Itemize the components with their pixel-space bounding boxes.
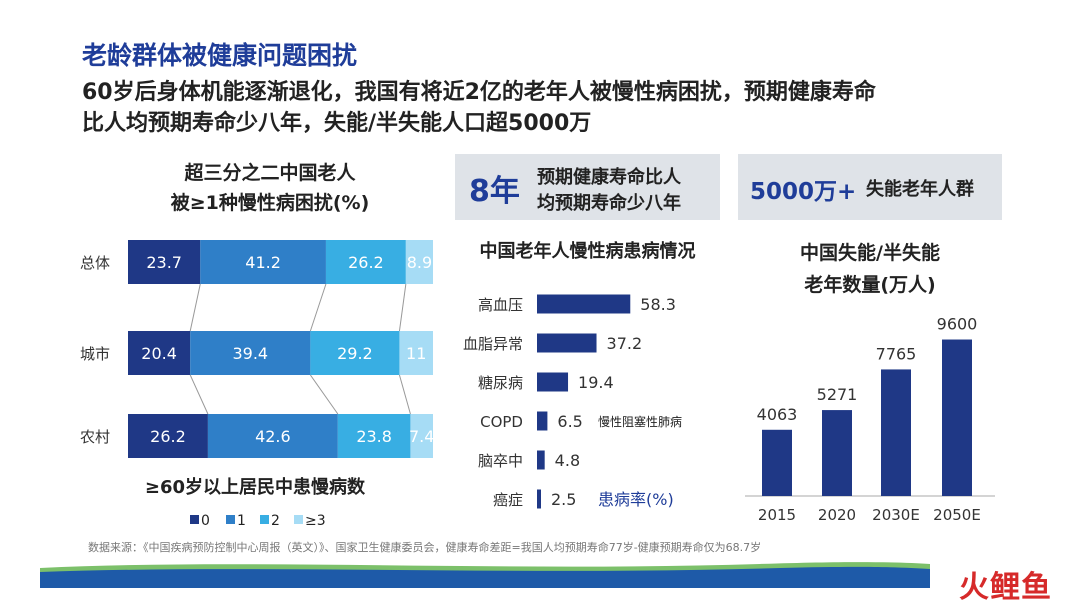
legend-swatch <box>226 515 235 524</box>
right-chart-title-line2: 老年数量(万人) <box>804 274 936 296</box>
legend-label: 1 <box>237 513 246 529</box>
left-chart-title-line1: 超三分之二中国老人 <box>184 162 356 184</box>
disease-bar <box>537 333 597 353</box>
stacked-bar-segment <box>337 414 411 458</box>
population-year-label: 2020 <box>818 506 856 524</box>
disease-category-label: 糖尿病 <box>478 374 523 392</box>
disease-value-label: 2.5 <box>551 490 576 509</box>
disease-value-label: 19.4 <box>578 373 614 392</box>
stacked-bar-chart: 总体 23.7 41.2 26.2 8.9 城市 20.4 39.4 29.2 11 农村 26.2 4… <box>80 240 434 529</box>
stacked-bar-segment <box>405 240 433 284</box>
population-bar <box>762 429 792 496</box>
page-subtitle-line2: 比人均预期寿命少八年，失能/半失能人口超5000万 <box>82 111 592 136</box>
stacked-bar-segment <box>128 240 201 284</box>
segment-value-label: 7.4 <box>409 427 434 446</box>
segment-value-label: 11 <box>406 344 426 363</box>
population-value-label: 9600 <box>937 318 978 334</box>
legend-label: ≥3 <box>305 513 326 529</box>
disease-value-label: 6.5 <box>557 412 582 431</box>
disease-category-label: 高血压 <box>478 296 523 314</box>
population-value-label: 5271 <box>817 385 858 404</box>
population-value-label: 4063 <box>757 405 798 424</box>
segment-value-label: 39.4 <box>232 344 268 363</box>
disabled-population-text: 失能老年人群 <box>866 179 974 200</box>
population-year-label: 2015 <box>758 506 796 524</box>
stack-connector-line <box>309 283 327 332</box>
segment-value-label: 42.6 <box>255 427 291 446</box>
left-chart-title-line2: 被≥1种慢性病困扰(%) <box>170 192 370 214</box>
health-gap-highlight-box: 8年 预期健康寿命比人 均预期寿命少八年 <box>455 154 720 220</box>
disease-category-label: COPD <box>480 413 523 431</box>
segment-value-label: 23.7 <box>146 253 182 272</box>
disease-category-label: 脑卒中 <box>478 452 523 470</box>
stack-connector-line <box>309 374 339 415</box>
health-gap-number: 8年 <box>469 174 520 209</box>
stacked-bar-segment <box>128 414 208 458</box>
stacked-bar-segment <box>207 414 338 458</box>
data-source-note: 数据来源：《中国疾病预防控制中心周报（英文）》、国家卫生健康委员会，健康寿命差距… <box>88 541 762 554</box>
stack-connector-line <box>189 374 209 415</box>
disease-value-label: 58.3 <box>640 295 676 314</box>
page-title: 老龄群体被健康问题困扰 <box>82 41 358 70</box>
population-bar-chart: 4063 2015 5271 2020 7765 2030E 9600 2050E <box>745 318 995 524</box>
copd-note: 慢性阻塞性肺病 <box>598 415 683 429</box>
stacked-bar-segment <box>325 240 406 284</box>
disease-bar <box>537 489 541 509</box>
population-year-label: 2030E <box>872 506 920 524</box>
page-subtitle-line1: 60岁后身体机能逐渐退化，我国有将近2亿的老年人被慢性病困扰，预期健康寿命 <box>82 80 876 105</box>
stack-connector-line <box>398 283 407 332</box>
disease-category-label: 血脂异常 <box>463 335 523 353</box>
segment-value-label: 26.2 <box>150 427 186 446</box>
legend-label: 0 <box>201 513 210 529</box>
stacked-bar-segment <box>190 331 311 375</box>
left-chart-xlabel: ≥60岁以上居民中患慢病数 <box>144 477 366 498</box>
segment-value-label: 20.4 <box>141 344 177 363</box>
disease-value-label: 37.2 <box>607 334 643 353</box>
right-chart-title-line1: 中国失能/半失能 <box>800 242 940 264</box>
footer-decorative-band <box>40 562 930 588</box>
disease-bar <box>537 411 548 431</box>
stack-connector-line <box>398 374 411 415</box>
segment-value-label: 8.9 <box>407 253 432 272</box>
disabled-population-number: 5000万+ <box>750 179 857 205</box>
population-bar <box>942 339 972 496</box>
segment-value-label: 41.2 <box>245 253 281 272</box>
segment-value-label: 23.8 <box>356 427 392 446</box>
legend-swatch <box>190 515 199 524</box>
stacked-bar-segment <box>399 331 433 375</box>
stacked-bar-segment <box>128 331 191 375</box>
population-bar <box>881 369 911 496</box>
category-label: 城市 <box>80 345 110 363</box>
stacked-bar-segment <box>410 414 433 458</box>
stacked-bar-segment <box>310 331 400 375</box>
legend: 0 1 2 ≥3 <box>190 513 326 529</box>
segment-value-label: 26.2 <box>348 253 384 272</box>
stack-connector-line <box>189 283 201 332</box>
stacked-bar-segment <box>200 240 326 284</box>
legend-label: 2 <box>271 513 280 529</box>
prevalence-unit-label: 患病率(%) <box>598 490 674 509</box>
population-value-label: 7765 <box>876 344 917 363</box>
legend-swatch <box>294 515 303 524</box>
disease-value-label: 4.8 <box>555 451 580 470</box>
brand-logo: 火鲤鱼 <box>959 570 1052 605</box>
health-gap-line2: 均预期寿命少八年 <box>537 193 681 214</box>
category-label: 农村 <box>80 428 110 446</box>
disease-bar-chart: 高血压 58.3 血脂异常 37.2 糖尿病 19.4 COPD 6.5 脑卒中 4.8 癌症 2.5 <box>463 294 676 509</box>
population-bar <box>822 410 852 496</box>
middle-chart-title: 中国老年人慢性病患病情况 <box>479 241 696 262</box>
disease-bar <box>537 450 545 470</box>
disease-bar <box>537 372 569 392</box>
legend-swatch <box>260 515 269 524</box>
population-year-label: 2050E <box>933 506 981 524</box>
disease-category-label: 癌症 <box>493 491 523 509</box>
category-label: 总体 <box>80 254 110 272</box>
segment-value-label: 29.2 <box>337 344 373 363</box>
disabled-population-highlight-box: 5000万+ 失能老年人群 <box>738 154 1002 220</box>
disease-bar <box>537 294 631 314</box>
health-gap-line1: 预期健康寿命比人 <box>537 167 681 188</box>
